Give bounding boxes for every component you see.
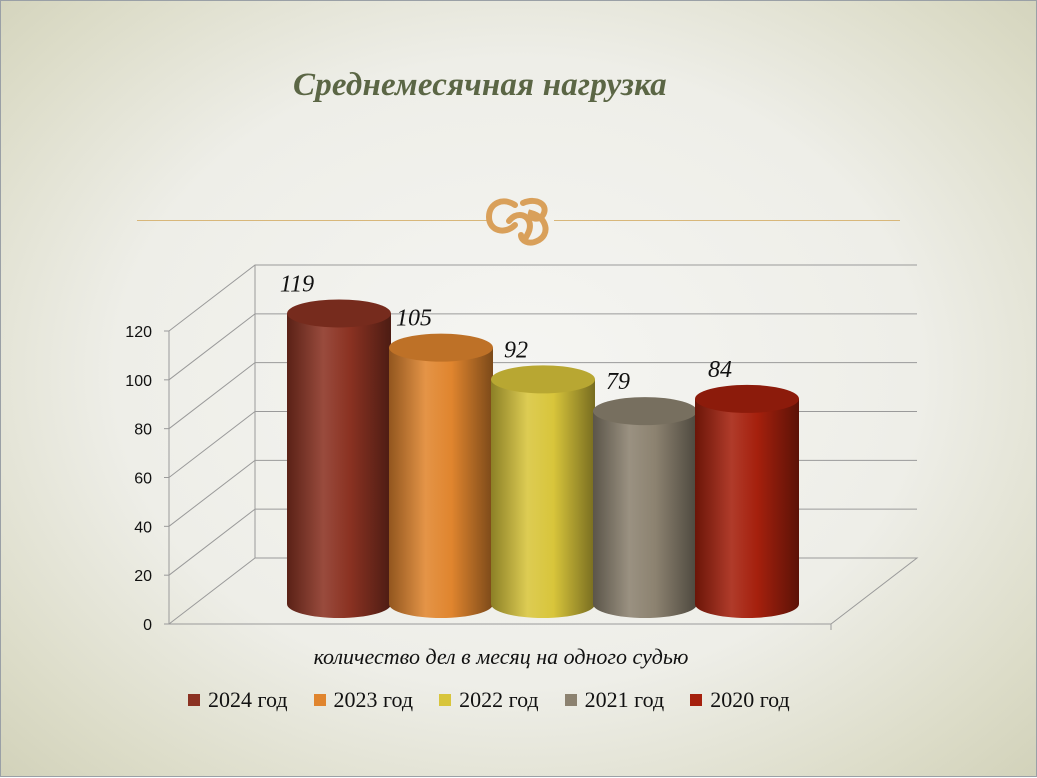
y-tick-label: 40 <box>134 519 152 536</box>
bar-cap <box>491 365 595 394</box>
legend-swatch <box>564 694 577 706</box>
data-labels: 119 105 92 79 84 <box>280 271 732 395</box>
data-label: 119 <box>280 271 314 297</box>
legend-item: 2024 год <box>188 687 288 713</box>
data-label: 105 <box>396 306 432 332</box>
y-tick-label: 120 <box>125 324 152 341</box>
bar-body <box>695 398 799 618</box>
bar-2023-год <box>389 333 493 618</box>
legend-label: 2022 год <box>459 687 539 712</box>
title-rule-right <box>554 220 900 221</box>
y-tick-label: 100 <box>125 373 152 390</box>
legend-label: 2020 год <box>710 687 790 712</box>
bar-cap <box>389 333 493 362</box>
bar-2022-год <box>491 365 595 618</box>
y-tick-label: 80 <box>134 422 152 439</box>
bar-cap <box>593 397 697 426</box>
data-label: 84 <box>708 357 732 383</box>
bar-cap <box>695 384 799 413</box>
legend-label: 2023 год <box>333 687 414 712</box>
legend-item: 2022 год <box>439 687 539 713</box>
bar-2021-год <box>593 397 697 618</box>
y-tick-label: 0 <box>143 617 152 634</box>
ornament-flourish-icon <box>485 197 549 246</box>
y-tick-label: 60 <box>134 471 152 488</box>
chart-bars <box>287 299 799 618</box>
bar-body <box>593 411 697 618</box>
bar-cap <box>287 299 391 328</box>
x-axis-label: количество дел в месяц на одного судью <box>313 644 689 669</box>
bar-body <box>389 347 493 618</box>
legend-item: 2021 год <box>564 687 665 713</box>
y-tick-label: 20 <box>134 568 152 585</box>
slide-title: Среднемесячная нагрузка <box>293 67 667 103</box>
y-axis: 0 20 40 60 80 100 120 <box>125 324 832 634</box>
data-label: 92 <box>504 337 528 363</box>
bar-2024-год <box>287 299 391 618</box>
legend-label: 2021 год <box>584 687 665 712</box>
title-rule-left <box>137 220 487 221</box>
bar-2020-год <box>695 384 799 618</box>
chart-legend: 2024 год 2023 год 2022 год 2021 год 2020 год <box>188 687 790 713</box>
bar-body <box>491 379 595 618</box>
legend-swatch <box>313 694 326 706</box>
legend-label: 2024 год <box>208 687 288 712</box>
data-label: 79 <box>606 369 630 395</box>
legend-swatch <box>439 694 452 706</box>
legend-item: 2020 год <box>690 687 790 713</box>
legend-item: 2023 год <box>313 687 414 713</box>
legend-swatch <box>188 694 200 706</box>
legend-swatch <box>690 694 703 706</box>
bar-body <box>287 313 391 618</box>
